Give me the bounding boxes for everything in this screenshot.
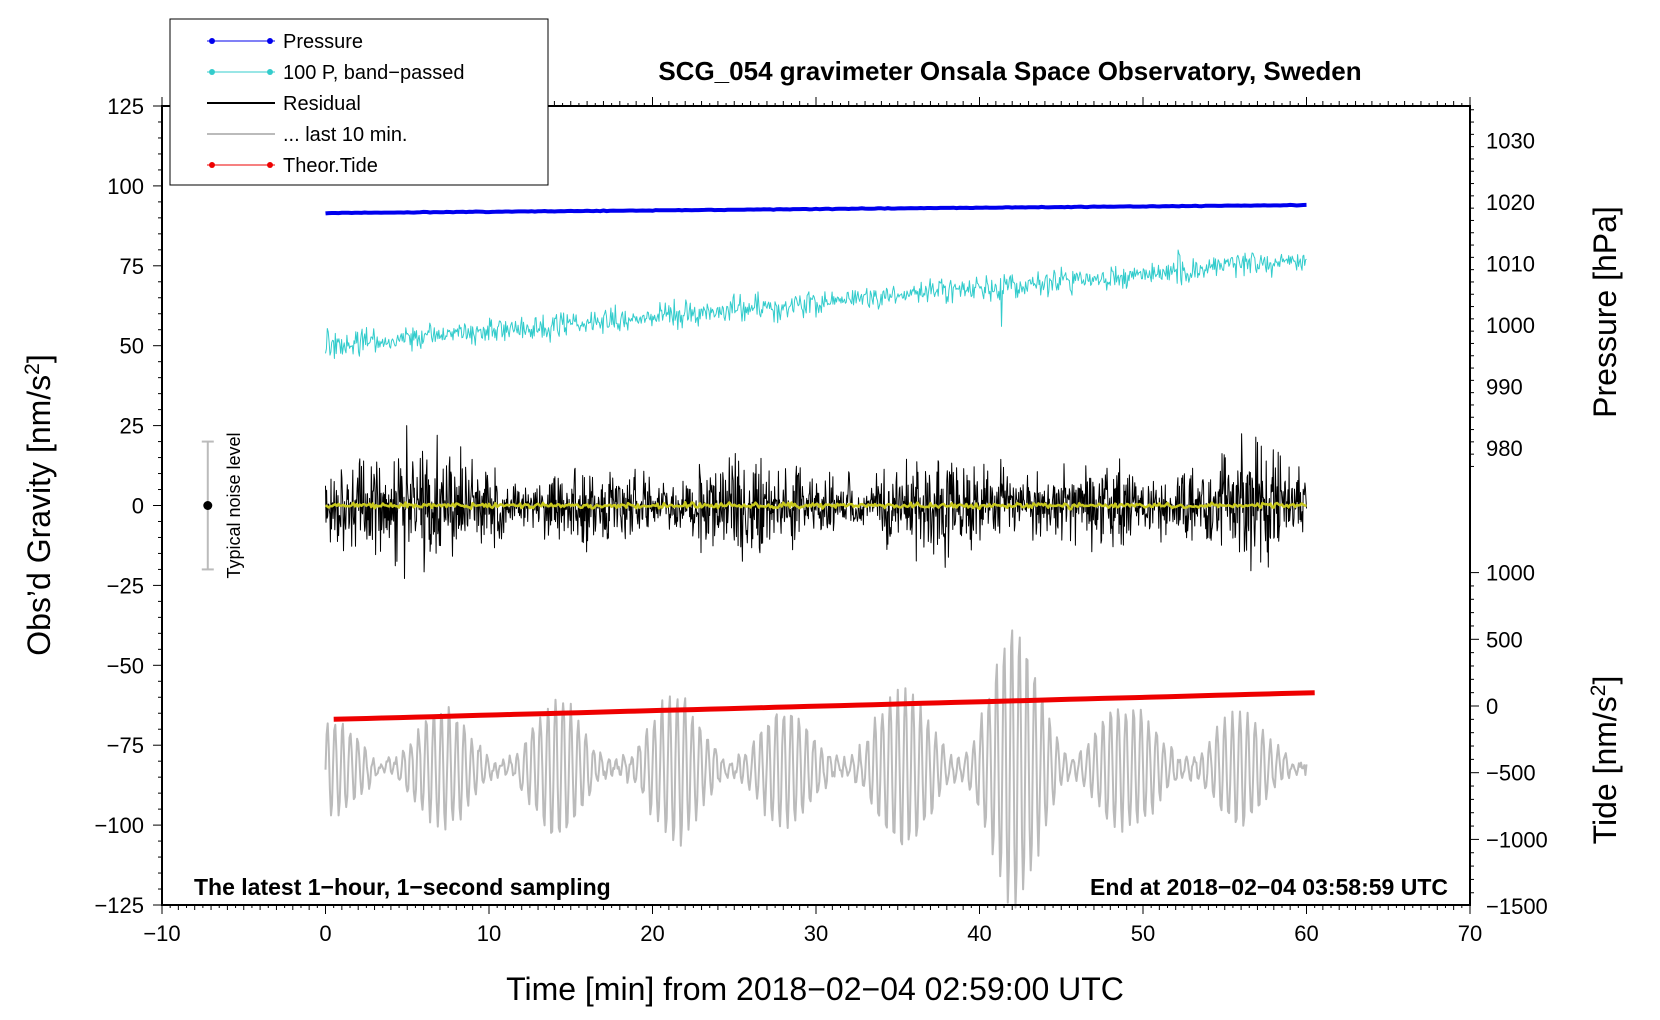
tide-axis-title: Tide [nm/s2]	[1587, 676, 1624, 845]
y-tick-label: 125	[107, 94, 144, 119]
x-tick-label: 60	[1294, 921, 1318, 946]
y-tick-label: 100	[107, 174, 144, 199]
legend-label: Pressure	[283, 31, 363, 53]
legend-label: Theor.Tide	[283, 155, 378, 177]
legend-marker	[209, 162, 215, 168]
tide-tick-label: 0	[1486, 694, 1498, 719]
tide-tick-label: −1500	[1486, 894, 1548, 919]
series-layer	[324, 202, 1315, 909]
chart-subtitle-right: End at 2018−02−04 03:58:59 UTC	[1090, 874, 1448, 900]
series-pressure	[325, 202, 1307, 216]
x-tick-label: 10	[477, 921, 501, 946]
x-tick-label: 50	[1131, 921, 1155, 946]
pressure-tick-label: 1010	[1486, 252, 1535, 277]
legend-marker	[267, 69, 273, 75]
y-tick-label: −25	[107, 573, 144, 598]
legend-marker	[267, 38, 273, 44]
y-tick-label: 25	[120, 414, 144, 439]
pressure-tick-label: 1000	[1486, 313, 1535, 338]
tide-axis-title-sup: 2	[1587, 685, 1610, 697]
pressure-tick-label: 1030	[1486, 129, 1535, 154]
tide-tick-label: 500	[1486, 627, 1523, 652]
y-tick-label: −100	[94, 813, 144, 838]
pressure-axis-title: Pressure [hPa]	[1587, 206, 1623, 418]
legend-label: ... last 10 min.	[283, 124, 408, 146]
noise-indicator	[201, 440, 214, 571]
noise-label: Typical noise level	[224, 432, 244, 578]
x-tick-label: 0	[319, 921, 331, 946]
legend: Pressure 100 P, band−passed Residual ... la…	[169, 18, 549, 186]
y-axis-title-sup: 2	[21, 363, 44, 375]
legend-marker	[267, 162, 273, 168]
legend-label: Residual	[283, 93, 361, 115]
y-axis-title-main: Obs’d Gravity [nm/s	[21, 375, 57, 656]
x-tick-label: 70	[1458, 921, 1482, 946]
x-tick-label: −10	[143, 921, 180, 946]
chart-title: SCG_054 gravimeter Onsala Space Observat…	[658, 56, 1361, 86]
y-axis-title: Obs’d Gravity [nm/s2]	[21, 354, 58, 656]
tide-tick-label: −500	[1486, 761, 1536, 786]
tide-axis-title-main: Tide [nm/s	[1587, 696, 1623, 844]
y-tick-label: −125	[94, 893, 144, 918]
tide-tick-label: 1000	[1486, 561, 1535, 586]
pressure-tick-label: 990	[1486, 375, 1523, 400]
y-tick-label: −50	[107, 653, 144, 678]
series-band-passed	[325, 249, 1307, 359]
tide-axis-title-end: ]	[1587, 676, 1623, 685]
legend-marker	[209, 69, 215, 75]
y-tick-label: 0	[132, 494, 144, 519]
axes-layer: −10 0 10 20 30 40 50 60 701251007550250−25−50−75…	[94, 94, 1547, 946]
series-last-10-min	[324, 629, 1308, 909]
y-tick-label: 50	[120, 334, 144, 359]
y-tick-label: −75	[107, 733, 144, 758]
chart-subtitle-left: The latest 1−hour, 1−second sampling	[194, 874, 611, 900]
pressure-tick-label: 1020	[1486, 190, 1535, 215]
series-theor-tide	[333, 690, 1315, 722]
x-axis-title: Time [min] from 2018−02−04 02:59:00 UTC	[506, 971, 1124, 1007]
noise-center-dot	[203, 501, 213, 510]
y-tick-label: 75	[120, 254, 144, 279]
y-axis-title-end: ]	[21, 354, 57, 363]
x-tick-label: 40	[967, 921, 991, 946]
tide-tick-label: −1000	[1486, 827, 1548, 852]
series-residual	[325, 425, 1307, 579]
x-tick-label: 20	[640, 921, 664, 946]
series-residual-mean	[324, 501, 1307, 511]
legend-marker	[209, 38, 215, 44]
pressure-tick-label: 980	[1486, 436, 1523, 461]
x-tick-label: 30	[804, 921, 828, 946]
legend-label: 100 P, band−passed	[283, 62, 464, 84]
